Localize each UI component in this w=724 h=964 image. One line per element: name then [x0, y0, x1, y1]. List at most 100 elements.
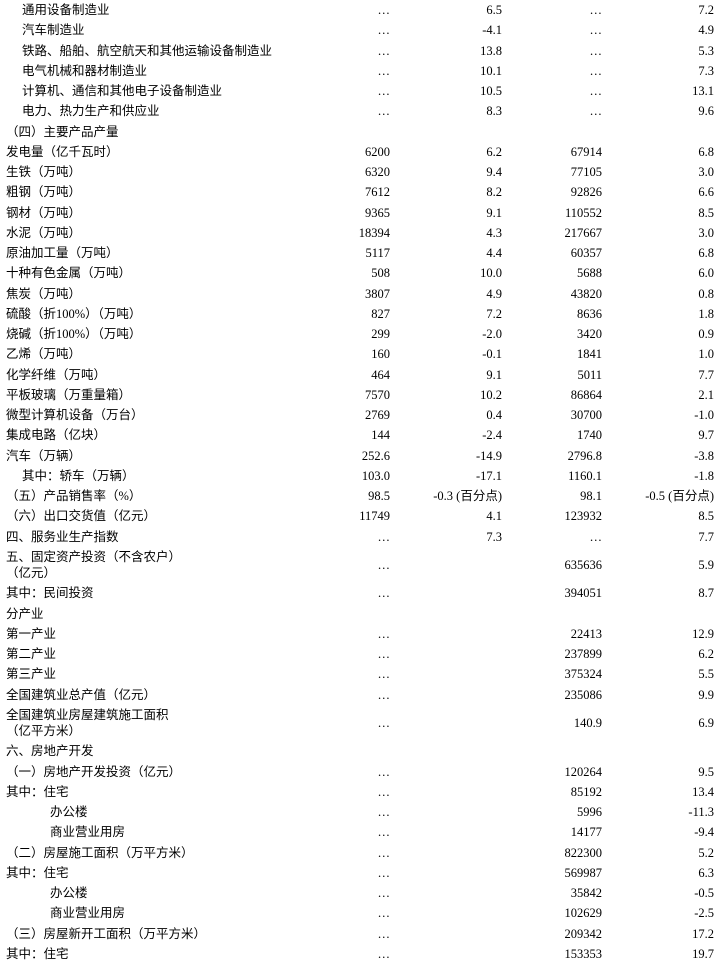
table-row: （四）主要产品产量	[0, 122, 724, 142]
cell-c3: 110552	[512, 203, 612, 223]
cell-c4: -1.0	[612, 405, 724, 425]
table-row: 集成电路（亿块）144-2.417409.7	[0, 425, 724, 445]
cell-c2: 10.1	[400, 61, 512, 81]
cell-c2	[400, 802, 512, 822]
cell-c1: …	[310, 924, 400, 944]
row-label: 硫酸（折100%）（万吨）	[0, 304, 310, 324]
row-label: 商业营业用房	[0, 903, 310, 923]
table-row: （三）房屋新开工面积（万平方米）…20934217.2	[0, 924, 724, 944]
cell-c1: …	[310, 843, 400, 863]
cell-c2: -14.9	[400, 446, 512, 466]
cell-c2: -4.1	[400, 20, 512, 40]
row-label: 其中：民间投资	[0, 583, 310, 603]
cell-c4: 4.9	[612, 20, 724, 40]
row-label: 汽车（万辆）	[0, 446, 310, 466]
cell-c2	[400, 624, 512, 644]
cell-c1	[310, 122, 400, 142]
cell-c3	[512, 122, 612, 142]
row-label: 五、固定资产投资（不含农户）（亿元）	[0, 547, 310, 584]
cell-c4: 19.7	[612, 944, 724, 964]
table-row: （一）房地产开发投资（亿元）…1202649.5	[0, 762, 724, 782]
cell-c2	[400, 685, 512, 705]
row-label: 电气机械和器材制造业	[0, 61, 310, 81]
cell-c4: 7.3	[612, 61, 724, 81]
table-row: 化学纤维（万吨）4649.150117.7	[0, 365, 724, 385]
cell-c2: 9.1	[400, 365, 512, 385]
cell-c4: 17.2	[612, 924, 724, 944]
table-row: （二）房屋施工面积（万平方米）…8223005.2	[0, 843, 724, 863]
cell-c2: 10.2	[400, 385, 512, 405]
cell-c1: 299	[310, 324, 400, 344]
cell-c3: 1740	[512, 425, 612, 445]
row-label: 四、服务业生产指数	[0, 527, 310, 547]
row-label: 集成电路（亿块）	[0, 425, 310, 445]
cell-c3: 822300	[512, 843, 612, 863]
table-row: 其中：住宅…15335319.7	[0, 944, 724, 964]
table-row: 五、固定资产投资（不含农户）（亿元）…6356365.9	[0, 547, 724, 584]
row-label: 办公楼	[0, 802, 310, 822]
row-label: 计算机、通信和其他电子设备制造业	[0, 81, 310, 101]
cell-c3: 14177	[512, 822, 612, 842]
cell-c1: …	[310, 762, 400, 782]
cell-c4: -1.8	[612, 466, 724, 486]
table-row: 第一产业…2241312.9	[0, 624, 724, 644]
row-label: 第三产业	[0, 664, 310, 684]
cell-c2: 6.5	[400, 0, 512, 20]
cell-c1: 98.5	[310, 486, 400, 506]
cell-c3: 120264	[512, 762, 612, 782]
row-label: 全国建筑业房屋建筑施工面积（亿平方米）	[0, 705, 310, 742]
row-label: 其中：住宅	[0, 863, 310, 883]
table-row: 其中：住宅…5699876.3	[0, 863, 724, 883]
cell-c4: 5.2	[612, 843, 724, 863]
cell-c1: …	[310, 583, 400, 603]
cell-c1	[310, 604, 400, 624]
table-row: 平板玻璃（万重量箱）757010.2868642.1	[0, 385, 724, 405]
cell-c4: 0.8	[612, 284, 724, 304]
cell-c2: 8.3	[400, 101, 512, 121]
cell-c4: 0.9	[612, 324, 724, 344]
cell-c4: 5.9	[612, 547, 724, 584]
cell-c1: 11749	[310, 506, 400, 526]
cell-c2	[400, 644, 512, 664]
cell-c4: 13.1	[612, 81, 724, 101]
table-row: 其中：住宅…8519213.4	[0, 782, 724, 802]
cell-c4: 6.0	[612, 263, 724, 283]
row-label: 十种有色金属（万吨）	[0, 263, 310, 283]
cell-c3: 77105	[512, 162, 612, 182]
row-label: 水泥（万吨）	[0, 223, 310, 243]
cell-c1: 160	[310, 344, 400, 364]
table-row: 六、房地产开发	[0, 741, 724, 761]
cell-c1: …	[310, 685, 400, 705]
cell-c1: …	[310, 61, 400, 81]
cell-c1: …	[310, 644, 400, 664]
cell-c2	[400, 741, 512, 761]
cell-c4: 6.2	[612, 644, 724, 664]
cell-c1: 9365	[310, 203, 400, 223]
cell-c1: 7612	[310, 182, 400, 202]
cell-c2: 10.0	[400, 263, 512, 283]
cell-c1: …	[310, 547, 400, 584]
cell-c1: 827	[310, 304, 400, 324]
cell-c4: 9.9	[612, 685, 724, 705]
cell-c1: …	[310, 101, 400, 121]
cell-c4: 8.5	[612, 203, 724, 223]
cell-c3: …	[512, 61, 612, 81]
cell-c3	[512, 604, 612, 624]
cell-c1: …	[310, 782, 400, 802]
cell-c4	[612, 741, 724, 761]
row-label: 化学纤维（万吨）	[0, 365, 310, 385]
table-row: 其中：民间投资…3940518.7	[0, 583, 724, 603]
table-row: 水泥（万吨）183944.32176673.0	[0, 223, 724, 243]
cell-c3: 85192	[512, 782, 612, 802]
cell-c1: …	[310, 20, 400, 40]
cell-c3: 102629	[512, 903, 612, 923]
table-row: 汽车制造业…-4.1…4.9	[0, 20, 724, 40]
cell-c1: 508	[310, 263, 400, 283]
cell-c1: 6200	[310, 142, 400, 162]
row-label: 生铁（万吨）	[0, 162, 310, 182]
row-label: （三）房屋新开工面积（万平方米）	[0, 924, 310, 944]
cell-c3: 67914	[512, 142, 612, 162]
row-label: 办公楼	[0, 883, 310, 903]
row-label: 第二产业	[0, 644, 310, 664]
row-label: 商业营业用房	[0, 822, 310, 842]
